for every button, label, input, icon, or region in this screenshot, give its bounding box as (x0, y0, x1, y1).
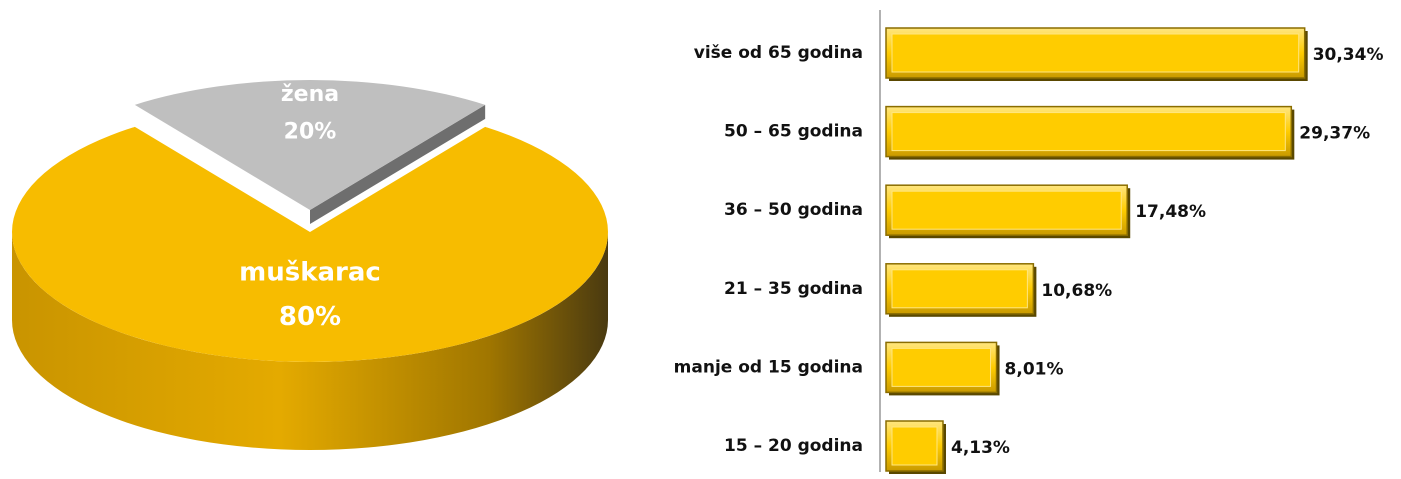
bar-bevel (891, 347, 992, 387)
pie-slice (134, 79, 486, 210)
y-tick-label: 15 – 20 godina (724, 436, 863, 456)
pie-side (310, 104, 486, 224)
bar-bevel (891, 33, 1300, 73)
bar-bevel (891, 426, 938, 466)
y-tick-label: 50 – 65 godina (724, 122, 863, 142)
pie-slice (11, 126, 608, 363)
value-label: 29,37% (1299, 124, 1370, 144)
y-tick-label: 36 – 50 godina (724, 200, 863, 220)
value-label: 8,01% (1005, 359, 1064, 379)
y-tick-label: 21 – 35 godina (724, 279, 863, 299)
y-tick-label: manje od 15 godina (674, 357, 863, 377)
bar-bevel (891, 112, 1286, 152)
value-label: 4,13% (951, 438, 1010, 458)
y-tick-label: više od 65 godina (694, 43, 863, 63)
value-label: 20% (284, 119, 337, 144)
value-label: 10,68% (1041, 281, 1112, 301)
bar-bevel (891, 190, 1122, 230)
value-label: 30,34% (1313, 45, 1384, 65)
value-label: 80% (279, 302, 341, 332)
value-label: 17,48% (1135, 202, 1206, 222)
slice-label: žena (281, 82, 339, 107)
bar-bevel (891, 269, 1028, 309)
pie-side (12, 232, 608, 450)
slice-label: muškarac (239, 258, 381, 288)
